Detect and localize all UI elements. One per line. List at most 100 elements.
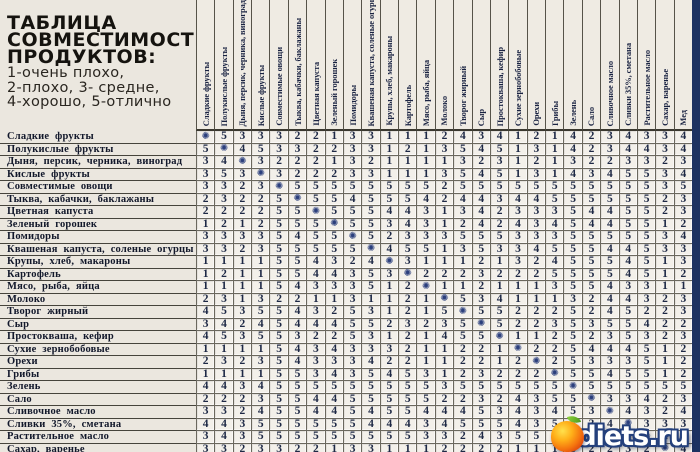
matrix-cell: 2 [471,355,490,369]
matrix-cell: 5 [618,205,637,219]
matrix-cell: 5 [269,318,288,331]
matrix-cell: 1 [434,243,454,256]
star-icon: ✺ [532,355,541,367]
column-header: Сало [581,0,601,131]
matrix-cell: 2 [581,330,601,344]
matrix-cell: 2 [232,193,252,206]
column-header-label: Сухие зернобобовые [512,49,523,126]
matrix-cell: 4 [600,368,619,381]
matrix-cell: 3 [232,305,252,319]
matrix-cell: 2 [196,393,215,406]
matrix-cell: 4 [196,380,215,394]
matrix-cell: 3 [655,168,674,181]
column-header: Сладкие фрукты [196,0,215,131]
matrix-cell: 4 [214,318,233,331]
matrix-cell: 5 [489,168,509,181]
matrix-cell: 2 [214,205,233,219]
matrix-cell: 3 [673,418,692,431]
column-header-label: Зелень [568,100,579,126]
matrix-cell: 5 [618,218,637,231]
column-header: Крупы, хлеб, макароны [379,0,399,131]
matrix-cell: 5 [342,318,362,331]
diagonal-star-cell: ✺ [434,293,454,306]
matrix-cell: 1 [232,218,252,231]
matrix-cell: 3 [416,205,435,219]
matrix-cell: 5 [342,430,362,444]
matrix-cell: 5 [361,280,380,294]
matrix-cell: 1 [196,280,215,294]
row-label: Сахар, варенье [0,443,196,452]
matrix-cell: 2 [581,130,601,144]
matrix-cell: 2 [251,205,270,219]
matrix-cell: 3 [342,168,362,181]
matrix-cell: 3 [361,130,380,144]
matrix-cell: 3 [306,305,325,319]
matrix-cell: 3 [489,193,509,206]
matrix-cell: 1 [545,293,564,306]
row-label: Молоко [0,293,196,306]
matrix-cell: 3 [526,418,546,431]
matrix-cell: 5 [618,330,637,344]
matrix-cell: 4 [416,193,435,206]
matrix-cell: 3 [196,443,215,452]
matrix-cell: 3 [673,293,692,306]
matrix-cell: 4 [545,255,564,269]
column-header: Мясо, рыба, яйца [416,0,435,131]
matrix-cell: 1 [379,168,399,181]
matrix-cell: 4 [471,143,490,156]
matrix-cell: 2 [526,255,546,269]
matrix-cell: 5 [563,343,582,356]
matrix-cell: 1 [416,155,435,169]
matrix-cell: 5 [600,318,619,331]
matrix-cell: 2 [526,268,546,281]
matrix-cell: 3 [434,318,454,331]
matrix-cell: 2 [655,193,674,206]
matrix-cell: 5 [618,180,637,194]
matrix-cell: 3 [342,368,362,381]
matrix-cell: 5 [545,243,564,256]
matrix-cell: 2 [287,130,307,144]
matrix-cell: 5 [618,193,637,206]
matrix-cell: 4 [636,318,656,331]
matrix-cell: 3 [416,430,435,444]
matrix-cell: 3 [600,143,619,156]
matrix-cell: 2 [673,268,692,281]
matrix-cell: 3 [269,130,288,144]
matrix-cell: 4 [324,405,343,419]
matrix-cell: 3 [673,305,692,319]
matrix-cell: 4 [508,393,527,406]
matrix-cell: 1 [232,343,252,356]
matrix-cell: 5 [471,418,490,431]
matrix-cell: 2 [398,143,417,156]
matrix-cell: 2 [434,180,454,194]
matrix-cell: 2 [306,443,325,452]
matrix-cell: 1 [526,330,546,344]
matrix-cell: 5 [269,418,288,431]
matrix-cell: 2 [453,368,472,381]
matrix-cell: 5 [508,380,527,394]
matrix-cell: 5 [324,230,343,244]
matrix-cell: 3 [398,230,417,244]
row-label: Кислые фрукты [0,168,196,181]
matrix-cell: 1 [196,343,215,356]
matrix-cell: 5 [581,243,601,256]
matrix-cell: 3 [196,430,215,444]
matrix-cell: 3 [655,143,674,156]
diagonal-star-cell: ✺ [655,443,674,452]
matrix-cell: 4 [618,255,637,269]
column-header-label: Квашеная капуста, соленые огурцы [366,0,377,126]
matrix-cell: 5 [342,393,362,406]
matrix-cell: 1 [508,443,527,452]
matrix-cell: 5 [324,205,343,219]
matrix-cell: 5 [636,268,656,281]
column-header: Растительное масло [636,0,656,131]
diagonal-star-cell: ✺ [453,306,472,319]
matrix-cell: 1 [416,143,435,156]
matrix-cell: 4 [471,218,490,231]
column-header-label: Молоко [439,96,450,126]
matrix-cell: 4 [618,343,637,356]
matrix-cell: 5 [600,380,619,394]
matrix-cell: 5 [269,330,288,344]
column-header-label: Мед [678,110,689,126]
matrix-cell: 2 [453,343,472,356]
